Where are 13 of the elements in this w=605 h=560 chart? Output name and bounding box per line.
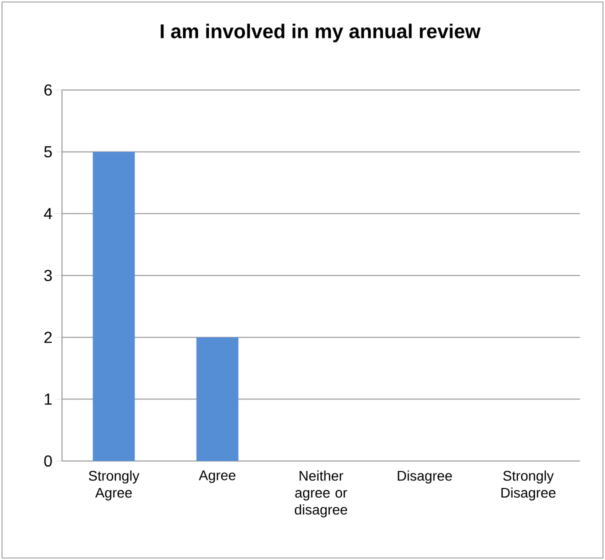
x-tick-label: Agree bbox=[198, 470, 236, 483]
y-tick-label: 4 bbox=[44, 208, 52, 220]
y-tick-label: 1 bbox=[44, 394, 52, 405]
chart-title: I am involved in my annual review bbox=[160, 24, 481, 42]
x-tick-label: Disagree bbox=[398, 470, 452, 484]
y-tick-label: 5 bbox=[44, 146, 52, 158]
y-tick-label: 0 bbox=[44, 455, 52, 467]
x-tick-label: Strongly Agree bbox=[88, 470, 140, 500]
x-tick-label: Strongly Disagree bbox=[501, 470, 556, 500]
x-tick-label: Neither agree or disagree bbox=[294, 470, 348, 518]
y-tick-label: 6 bbox=[44, 84, 52, 96]
y-tick-label: 2 bbox=[44, 332, 52, 343]
y-tick-label: 3 bbox=[44, 270, 52, 282]
